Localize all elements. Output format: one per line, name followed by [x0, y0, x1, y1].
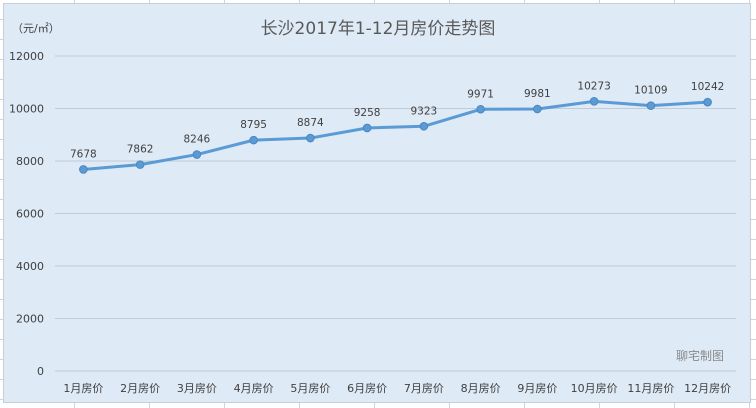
data-point [476, 104, 485, 114]
data-label: 7678 [70, 148, 97, 160]
data-point [362, 123, 372, 133]
data-point [306, 133, 315, 143]
x-tick-label: 7月房价 [404, 382, 444, 395]
data-label: 10109 [634, 85, 667, 97]
y-tick-label: 8000 [16, 155, 44, 168]
y-tick-label: 12000 [9, 50, 44, 63]
x-tick-label: 4月房价 [234, 382, 274, 395]
x-tick-label: 9月房价 [517, 382, 557, 395]
data-label: 9981 [524, 88, 551, 100]
series-line [81, 99, 710, 171]
y-tick-label: 10000 [9, 103, 44, 116]
data-label: 8246 [184, 134, 211, 146]
data-point [135, 160, 145, 169]
y-tick-label: 2000 [16, 313, 44, 326]
data-point [703, 97, 712, 107]
data-label: 7862 [127, 144, 154, 156]
gridlines [55, 55, 736, 372]
x-tick-label: 2月房价 [120, 382, 160, 395]
x-tick-label: 1月房价 [63, 382, 103, 395]
data-label: 10242 [691, 81, 724, 93]
data-point [589, 97, 599, 106]
data-point [192, 150, 202, 159]
y-unit-label: （元/㎡） [12, 22, 60, 35]
x-tick-label: 5月房价 [290, 382, 330, 395]
chart-title: 长沙2017年1-12月房价走势图 [261, 19, 496, 39]
data-point [79, 165, 88, 174]
x-tick-label: 11月房价 [627, 382, 674, 395]
y-axis-ticks: 0 2000 4000 6000 8000 10000 12000 [9, 50, 44, 378]
x-tick-label: 3月房价 [177, 382, 217, 395]
data-point [419, 121, 429, 131]
y-tick-label: 6000 [16, 208, 44, 221]
chart-area[interactable] [3, 3, 751, 403]
data-points [79, 97, 712, 174]
series-polyline [81, 99, 710, 171]
data-label: 9258 [354, 107, 381, 119]
y-tick-label: 0 [37, 365, 44, 378]
x-tick-label: 8月房价 [461, 382, 501, 395]
data-label: 10273 [577, 80, 610, 92]
x-tick-label: 6月房价 [347, 382, 387, 395]
data-labels: 7678 7862 8246 8795 8874 9258 9323 9971 9981 1027… [70, 80, 724, 160]
y-tick-label: 4000 [16, 260, 44, 273]
data-point [646, 101, 656, 110]
data-label: 8795 [240, 119, 267, 131]
data-label: 9323 [411, 105, 438, 117]
watermark-text: 聊宅制图 [676, 348, 724, 363]
data-point [533, 104, 542, 114]
x-tick-label: 10月房价 [571, 382, 618, 395]
x-tick-label: 12月房价 [684, 382, 731, 395]
x-axis-ticks: 1月房价 2月房价 3月房价 4月房价 5月房价 6月房价 7月房价 8月房价 9月房价 10月房… [63, 382, 731, 395]
data-point [249, 135, 258, 145]
data-label: 8874 [297, 117, 324, 129]
data-label: 9971 [467, 88, 494, 100]
